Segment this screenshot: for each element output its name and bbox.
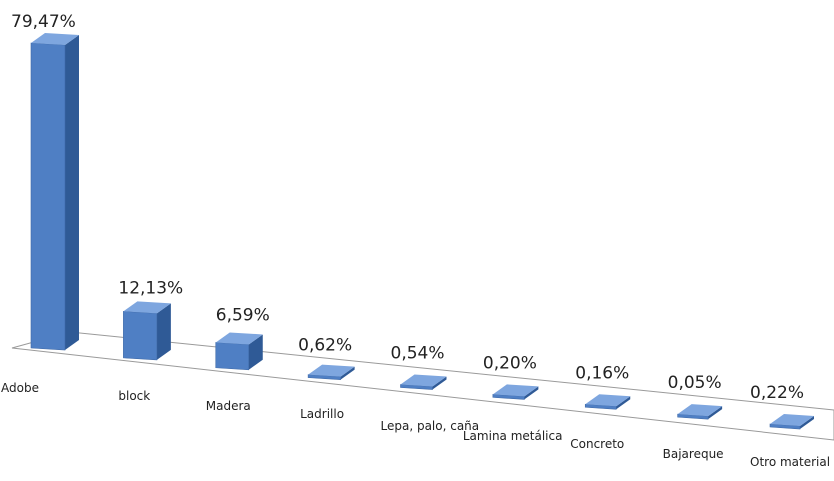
bar-side-6 [616,396,631,410]
value-label-6: 0,16% [575,363,629,383]
bar-top-3 [308,364,355,377]
category-label-4: Lepa, palo, caña [381,419,480,433]
category-label-7: Bajareque [663,447,724,461]
value-label-1: 12,13% [118,278,183,298]
bar-front-5 [492,394,525,400]
bars-group [30,33,814,430]
value-label-0: 79,47% [11,12,76,32]
bar-side-1 [156,303,171,360]
bar-top-8 [770,414,814,426]
bar-front-4 [400,384,433,390]
value-labels-group: 79,47% 12,13% 6,59% 0,62% 0,54% 0,20% 0,16% 0,0… [11,12,804,403]
bar-top-2 [215,332,263,345]
value-label-4: 0,54% [391,344,445,364]
bar-front-2 [215,342,250,371]
bar-front-1 [123,311,158,361]
bar-side-5 [524,386,539,400]
bar-top-1 [123,301,171,314]
bar-front-0 [30,42,66,351]
value-label-5: 0,20% [483,353,537,373]
bar-front-7 [677,413,709,420]
bar-top-4 [400,374,447,387]
value-label-7: 0,05% [668,373,722,393]
value-label-2: 6,59% [216,305,270,325]
bar-front-3 [307,374,341,380]
category-label-8: Otro material [750,455,830,469]
bar-top-7 [677,404,723,417]
category-label-2: Madera [206,399,251,413]
bar-side-3 [340,366,355,380]
category-label-0: Adobe [1,381,39,395]
category-label-6: Concreto [570,437,624,451]
bar-front-8 [769,423,801,430]
bar-front-6 [584,403,617,410]
bar-side-7 [708,406,723,420]
bar-top-6 [585,394,631,407]
value-label-8: 0,22% [750,383,804,403]
bar-top-0 [31,33,79,45]
category-labels-group: Adobe block Madera Ladrillo Lepa, palo, caña… [1,381,830,469]
value-label-3: 0,62% [298,336,352,356]
category-label-5: Lamina metálica [463,429,563,443]
category-label-3: Ladrillo [300,407,344,421]
category-label-1: block [118,389,150,403]
bar-top-5 [492,384,539,397]
bar-side-8 [800,416,814,429]
bar-side-4 [432,376,447,390]
bar-side-2 [248,334,263,370]
bar-side-0 [65,35,79,350]
